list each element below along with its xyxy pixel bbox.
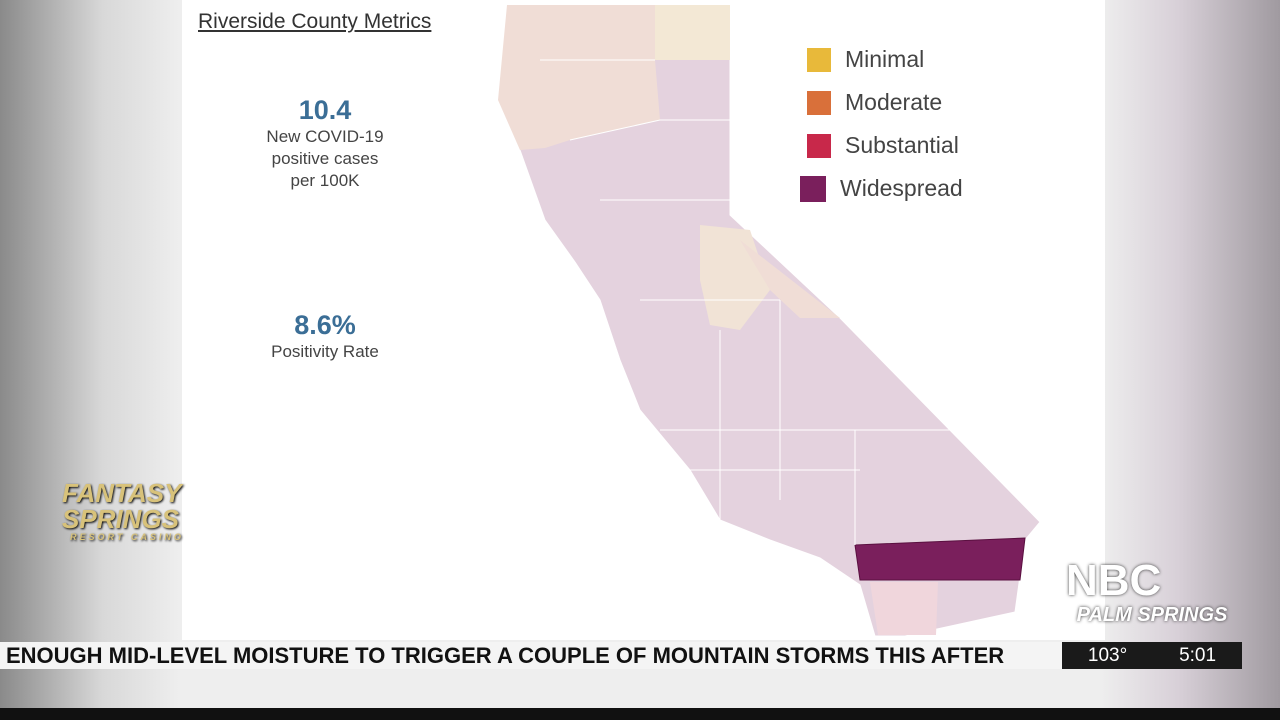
sponsor-name: SPRINGS <box>62 504 180 534</box>
riverside-county <box>854 537 1026 581</box>
metric-value: 10.4 <box>298 95 352 125</box>
legend-item: Substantial <box>807 132 959 159</box>
metric-caption: New COVID-19 <box>266 127 384 146</box>
california-map <box>497 4 1041 637</box>
sponsor-logo: FANTASY SPRINGS RESORT CASINO <box>12 480 192 542</box>
legend-label: Minimal <box>845 46 925 72</box>
metric: 8.6% Positivity Rate <box>180 310 470 363</box>
sponsor-name: FANTASY <box>62 478 182 508</box>
metric-caption: per 100K <box>290 171 360 190</box>
panel-title: Riverside County Metrics <box>198 10 432 33</box>
legend-item: Widespread <box>800 175 963 202</box>
legend-swatch <box>800 175 826 202</box>
legend-label: Moderate <box>845 89 943 115</box>
metric: 10.4 New COVID-19 positive cases per 100K <box>180 95 470 192</box>
legend-label: Widespread <box>840 175 963 201</box>
station-city: PALM SPRINGS <box>1076 604 1228 626</box>
metric-caption: Positivity Rate <box>271 342 379 361</box>
county-region <box>870 582 938 635</box>
metric-caption: positive cases <box>271 149 379 168</box>
metric-value: 8.6% <box>294 310 356 340</box>
clock: 5:01 <box>1179 645 1217 666</box>
legend-label: Substantial <box>845 132 959 158</box>
legend-swatch <box>807 47 831 72</box>
temperature: 103° <box>1087 645 1128 666</box>
county-region <box>740 240 840 318</box>
county-region <box>498 5 660 150</box>
network-name: NBC <box>1066 556 1162 605</box>
state-shape <box>497 4 1041 637</box>
station-logo: NBC PALM SPRINGS <box>1062 558 1242 627</box>
bottom-bar <box>0 708 1280 720</box>
news-ticker: ENOUGH MID-LEVEL MOISTURE TO TRIGGER A C… <box>0 642 1062 669</box>
weather-time-box: 103° 5:01 <box>1062 642 1242 669</box>
legend-item: Minimal <box>807 46 924 73</box>
county-borders <box>540 59 950 545</box>
legend-swatch <box>807 133 831 158</box>
legend-item: Moderate <box>807 89 942 116</box>
sponsor-tagline: RESORT CASINO <box>70 532 184 542</box>
county-region <box>655 5 730 60</box>
legend-swatch <box>807 90 831 115</box>
